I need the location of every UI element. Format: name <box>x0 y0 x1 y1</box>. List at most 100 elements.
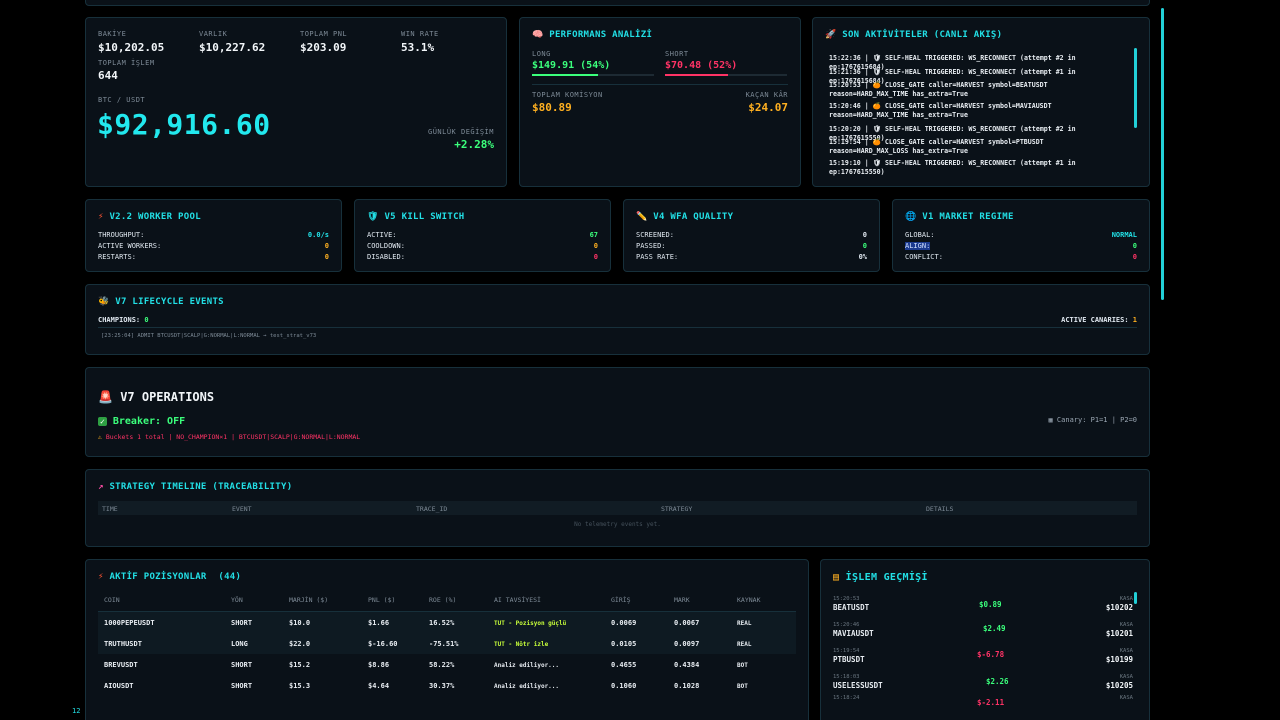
row-value: 0 <box>593 242 598 250</box>
position-ai: Analiz ediliyor... <box>494 683 560 690</box>
history-row[interactable]: 15:20:46 MAVIAUSDT $2.49 KASA $10201 <box>821 620 1149 644</box>
history-time: 15:18:03 <box>833 674 860 680</box>
history-balance: $10201 <box>1105 629 1133 638</box>
wfa-passed-row: PASSED: 0 <box>636 242 867 253</box>
activity-line: 15:20:20 | 🛡 SELF-HEAL TRIGGERED: WS_REC… <box>829 125 1080 142</box>
champions-value: 0 <box>144 316 149 324</box>
position-row[interactable]: TRUTHUSDT LONG $22.0 $-16.60 -75.51% TUT… <box>98 633 796 654</box>
history-row[interactable]: 15:18:03 USELESSUSDT $2.26 KASA $10205 <box>821 672 1149 696</box>
stat-value: $10,227.62 <box>199 41 266 54</box>
stat-value: $10,202.05 <box>98 41 165 54</box>
col-event: EVENT <box>232 505 252 513</box>
check-icon: ✓ <box>98 417 107 426</box>
col-direction: YÖN <box>231 596 243 604</box>
position-pnl: $4.64 <box>368 682 390 690</box>
stat-value: $203.09 <box>300 41 347 54</box>
position-mark: 0.0097 <box>674 640 700 648</box>
col-roe: ROE (%) <box>429 596 457 604</box>
row-key: ALIGN: <box>905 242 931 250</box>
position-row[interactable]: 1000PEPEUSDT SHORT $10.0 $1.66 16.52% TU… <box>98 612 796 633</box>
page-scrollbar[interactable] <box>1161 8 1164 300</box>
position-row[interactable]: BREVUSDT SHORT $15.2 $8.86 58.22% Analiz… <box>98 654 796 675</box>
stats-panel: BAKİYE $10,202.05 VARLIK $10,227.62 TOPL… <box>85 17 507 187</box>
position-roe: 16.52% <box>429 619 455 627</box>
activity-scrollbar[interactable] <box>1134 48 1137 128</box>
lifecycle-title: 🐝 V7 LIFECYCLE EVENTS <box>98 297 224 307</box>
history-scrollbar[interactable] <box>1134 592 1137 604</box>
canary-text: Canary: P1=1 | P2=0 <box>1056 416 1137 424</box>
activity-line: 15:21:36 | 🛡 SELF-HEAL TRIGGERED: WS_REC… <box>829 68 1080 85</box>
worker-pool-panel: ⚡ V2.2 WORKER POOL THROUGHPUT: 0.0/s ACTI… <box>85 199 342 272</box>
wfa-quality-title-text: V4 WFA QUALITY <box>653 212 734 222</box>
performance-panel: 🧠 PERFORMANS ANALİZİ LONG $149.91 (54%) … <box>519 17 801 187</box>
long-bar-fill <box>532 74 598 76</box>
pencil-icon: ✏️ <box>636 212 648 222</box>
history-title-text: İŞLEM GEÇMİŞİ <box>845 572 928 583</box>
performance-title: 🧠 PERFORMANS ANALİZİ <box>532 30 652 40</box>
positions-header-row: COIN YÖN MARJİN ($) PNL ($) ROE (%) AI T… <box>98 596 796 608</box>
col-coin: COIN <box>104 596 120 604</box>
perf-divider <box>532 84 788 85</box>
market-regime-title-text: V1 MARKET REGIME <box>922 212 1014 222</box>
activity-panel: 🚀 SON AKTİVİTELER (CANLI AKIŞ) 15:22:36 … <box>812 17 1150 187</box>
activity-line: 15:20:53 | 🍊 CLOSE_GATE caller=HARVEST s… <box>829 81 1052 98</box>
history-balance: $10199 <box>1105 655 1133 664</box>
history-time: 15:19:54 <box>833 648 860 654</box>
position-roe: -75.51% <box>429 640 459 648</box>
activity-title: 🚀 SON AKTİVİTELER (CANLI AKIŞ) <box>825 30 1002 40</box>
position-roe: 30.37% <box>429 682 455 690</box>
row-value: 0 <box>862 242 867 250</box>
row-key: SCREENED: <box>636 231 674 239</box>
col-mark: MARK <box>674 596 690 604</box>
position-source: BOT <box>737 683 748 690</box>
history-symbol: MAVIAUSDT <box>833 629 874 638</box>
lightning-icon: ⚡ <box>98 572 104 582</box>
history-symbol: USELESSUSDT <box>833 681 883 690</box>
row-value: 0.0/s <box>307 231 329 239</box>
market-regime-title: 🌐 V1 MARKET REGIME <box>905 212 1014 222</box>
position-row[interactable]: AIOUSDT SHORT $15.3 $4.64 30.37% Analiz … <box>98 675 796 696</box>
history-panel: ▤ İŞLEM GEÇMİŞİ 15:20:53 BEATUSDT $0.89 … <box>820 559 1150 720</box>
position-source: REAL <box>737 620 752 627</box>
history-time: 15:20:46 <box>833 622 860 628</box>
short-bar-track <box>665 74 787 76</box>
col-trace-id: TRACE_ID <box>416 505 448 513</box>
history-row[interactable]: 15:20:53 BEATUSDT $0.89 KASA $10202 <box>821 594 1149 618</box>
stat-win-rate: WIN RATE 53.1% <box>401 30 439 54</box>
receipt-icon: ▤ <box>833 572 840 583</box>
position-ai: Analiz ediliyor... <box>494 662 560 669</box>
history-row[interactable]: 15:19:54 PTBUSDT $-6.78 KASA $10199 <box>821 646 1149 670</box>
performance-title-text: PERFORMANS ANALİZİ <box>549 30 653 40</box>
long-label: LONG <box>532 50 551 58</box>
row-key: PASS RATE: <box>636 253 679 261</box>
position-margin: $15.2 <box>289 661 311 669</box>
lifecycle-title-text: V7 LIFECYCLE EVENTS <box>115 297 224 307</box>
history-pnl: $-6.78 <box>977 650 1005 659</box>
row-key: THROUGHPUT: <box>98 231 145 239</box>
positions-title-text: AKTİF POZİSYONLAR <box>109 572 207 582</box>
canary-status: ▦ Canary: P1=1 | P2=0 <box>1048 416 1137 424</box>
col-time: TIME <box>102 505 118 513</box>
regime-global-row: GLOBAL: NORMAL <box>905 231 1137 242</box>
positions-title: ⚡ AKTİF POZİSYONLAR (44) <box>98 572 241 582</box>
warning-icon: ⚠ <box>98 433 102 441</box>
history-row[interactable]: 15:18:24 $-2.11 KASA <box>821 693 1149 717</box>
position-mark: 0.4384 <box>674 661 700 669</box>
breaker-text: Breaker: OFF <box>112 416 186 427</box>
stat-label: TOPLAM PNL <box>300 30 348 38</box>
position-margin: $22.0 <box>289 640 311 648</box>
col-source: KAYNAK <box>737 596 761 604</box>
activity-line: 15:22:36 | 🛡 SELF-HEAL TRIGGERED: WS_REC… <box>829 54 1080 71</box>
timeline-panel: ↗ STRATEGY TIMELINE (TRACEABILITY) TIME … <box>85 469 1150 547</box>
stat-value: 53.1% <box>401 41 435 54</box>
wfa-quality-title: ✏️ V4 WFA QUALITY <box>636 212 733 222</box>
row-value: 0 <box>1132 242 1137 250</box>
col-details: DETAILS <box>926 505 954 513</box>
row-key: ACTIVE: <box>367 231 397 239</box>
market-regime-panel: 🌐 V1 MARKET REGIME GLOBAL: NORMAL ALIGN: 0… <box>892 199 1150 272</box>
timeline-title-text: STRATEGY TIMELINE (TRACEABILITY) <box>109 482 293 492</box>
activity-line: 15:19:10 | 🛡 SELF-HEAL TRIGGERED: WS_REC… <box>829 159 1080 176</box>
bee-icon: 🐝 <box>98 297 110 307</box>
position-mark: 0.0067 <box>674 619 700 627</box>
brain-icon: 🧠 <box>532 30 544 40</box>
